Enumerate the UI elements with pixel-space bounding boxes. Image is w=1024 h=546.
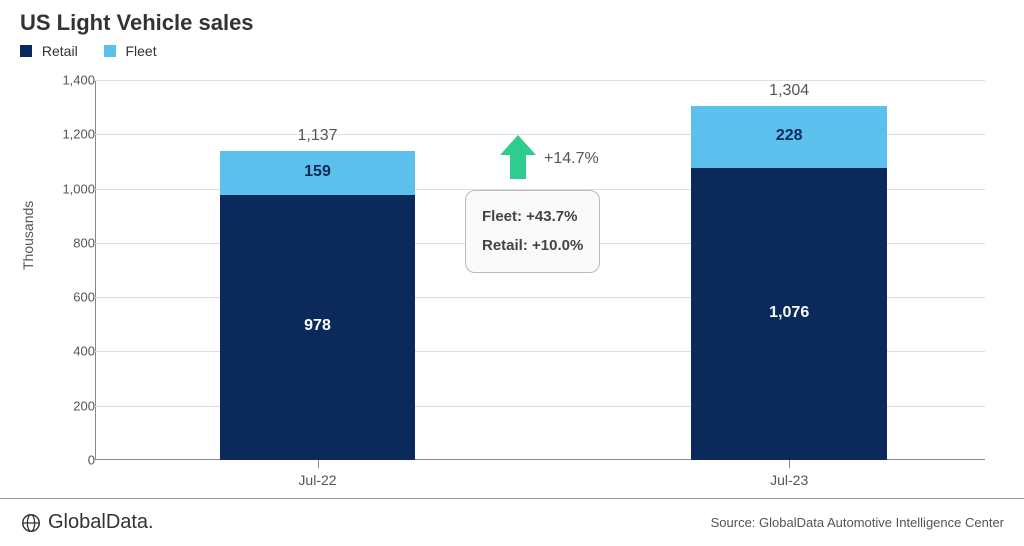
source-text: Source: GlobalData Automotive Intelligen… <box>711 515 1004 530</box>
bar-total-label: 1,137 <box>297 127 337 145</box>
legend-label-fleet: Fleet <box>125 43 156 59</box>
bar-fleet: 228 <box>691 106 887 168</box>
legend: Retail Fleet <box>20 42 179 59</box>
callout-line: Fleet: +43.7% <box>482 203 583 232</box>
growth-callout: Fleet: +43.7%Retail: +10.0% <box>465 190 600 273</box>
y-tick-label: 1,400 <box>40 73 95 88</box>
x-tick-label: Jul-22 <box>298 472 336 488</box>
bar-retail-value: 978 <box>220 317 416 335</box>
x-tick-label: Jul-23 <box>770 472 808 488</box>
y-tick-label: 0 <box>40 453 95 468</box>
bar-total-label: 1,304 <box>769 82 809 100</box>
y-tick-label: 1,000 <box>40 181 95 196</box>
y-axis-label: Thousands <box>20 201 36 270</box>
legend-label-retail: Retail <box>42 43 78 59</box>
legend-swatch-retail <box>20 45 32 57</box>
bar-retail-value: 1,076 <box>691 304 887 322</box>
y-tick-label: 800 <box>40 235 95 250</box>
gridline <box>95 80 985 81</box>
y-tick-label: 200 <box>40 398 95 413</box>
y-tick-label: 400 <box>40 344 95 359</box>
y-tick-label: 600 <box>40 290 95 305</box>
chart-title: US Light Vehicle sales <box>20 10 254 36</box>
x-tick <box>318 460 319 468</box>
up-arrow-icon <box>500 135 536 181</box>
brand-logo: GlobalData. <box>20 511 154 534</box>
brand-text: GlobalData. <box>48 511 154 534</box>
overall-growth-pct: +14.7% <box>544 150 599 168</box>
legend-swatch-fleet <box>104 45 116 57</box>
bar-fleet-value: 228 <box>691 127 887 145</box>
y-axis <box>95 80 96 460</box>
callout-line: Retail: +10.0% <box>482 232 583 261</box>
x-tick <box>789 460 790 468</box>
y-tick-label: 1,200 <box>40 127 95 142</box>
bar-fleet: 159 <box>220 151 416 194</box>
plot-area: 02004006008001,0001,2001,4009781591,137J… <box>95 80 985 460</box>
globe-icon <box>20 512 42 534</box>
bar-fleet-value: 159 <box>220 163 416 181</box>
growth-arrow <box>500 135 536 186</box>
bar-retail: 978 <box>220 195 416 460</box>
footer: GlobalData. Source: GlobalData Automotiv… <box>0 498 1024 546</box>
bar-retail: 1,076 <box>691 168 887 460</box>
